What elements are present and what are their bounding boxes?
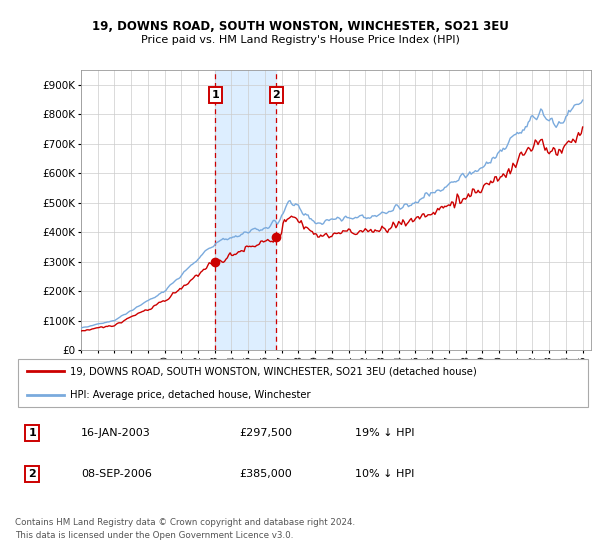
Text: 10% ↓ HPI: 10% ↓ HPI — [355, 469, 414, 479]
Text: 19, DOWNS ROAD, SOUTH WONSTON, WINCHESTER, SO21 3EU: 19, DOWNS ROAD, SOUTH WONSTON, WINCHESTE… — [92, 20, 508, 34]
Text: £385,000: £385,000 — [239, 469, 292, 479]
Text: Contains HM Land Registry data © Crown copyright and database right 2024.
This d: Contains HM Land Registry data © Crown c… — [15, 519, 355, 540]
Text: 2: 2 — [28, 469, 36, 479]
FancyBboxPatch shape — [18, 360, 588, 407]
Text: £297,500: £297,500 — [239, 428, 293, 437]
Text: 19, DOWNS ROAD, SOUTH WONSTON, WINCHESTER, SO21 3EU (detached house): 19, DOWNS ROAD, SOUTH WONSTON, WINCHESTE… — [70, 366, 476, 376]
Text: HPI: Average price, detached house, Winchester: HPI: Average price, detached house, Winc… — [70, 390, 310, 400]
Text: Price paid vs. HM Land Registry's House Price Index (HPI): Price paid vs. HM Land Registry's House … — [140, 35, 460, 45]
Text: 19% ↓ HPI: 19% ↓ HPI — [355, 428, 415, 437]
Bar — [215, 70, 277, 350]
Text: 2: 2 — [272, 90, 280, 100]
Text: 1: 1 — [28, 428, 36, 437]
Text: 08-SEP-2006: 08-SEP-2006 — [81, 469, 152, 479]
Text: 1: 1 — [212, 90, 220, 100]
Text: 16-JAN-2003: 16-JAN-2003 — [81, 428, 151, 437]
